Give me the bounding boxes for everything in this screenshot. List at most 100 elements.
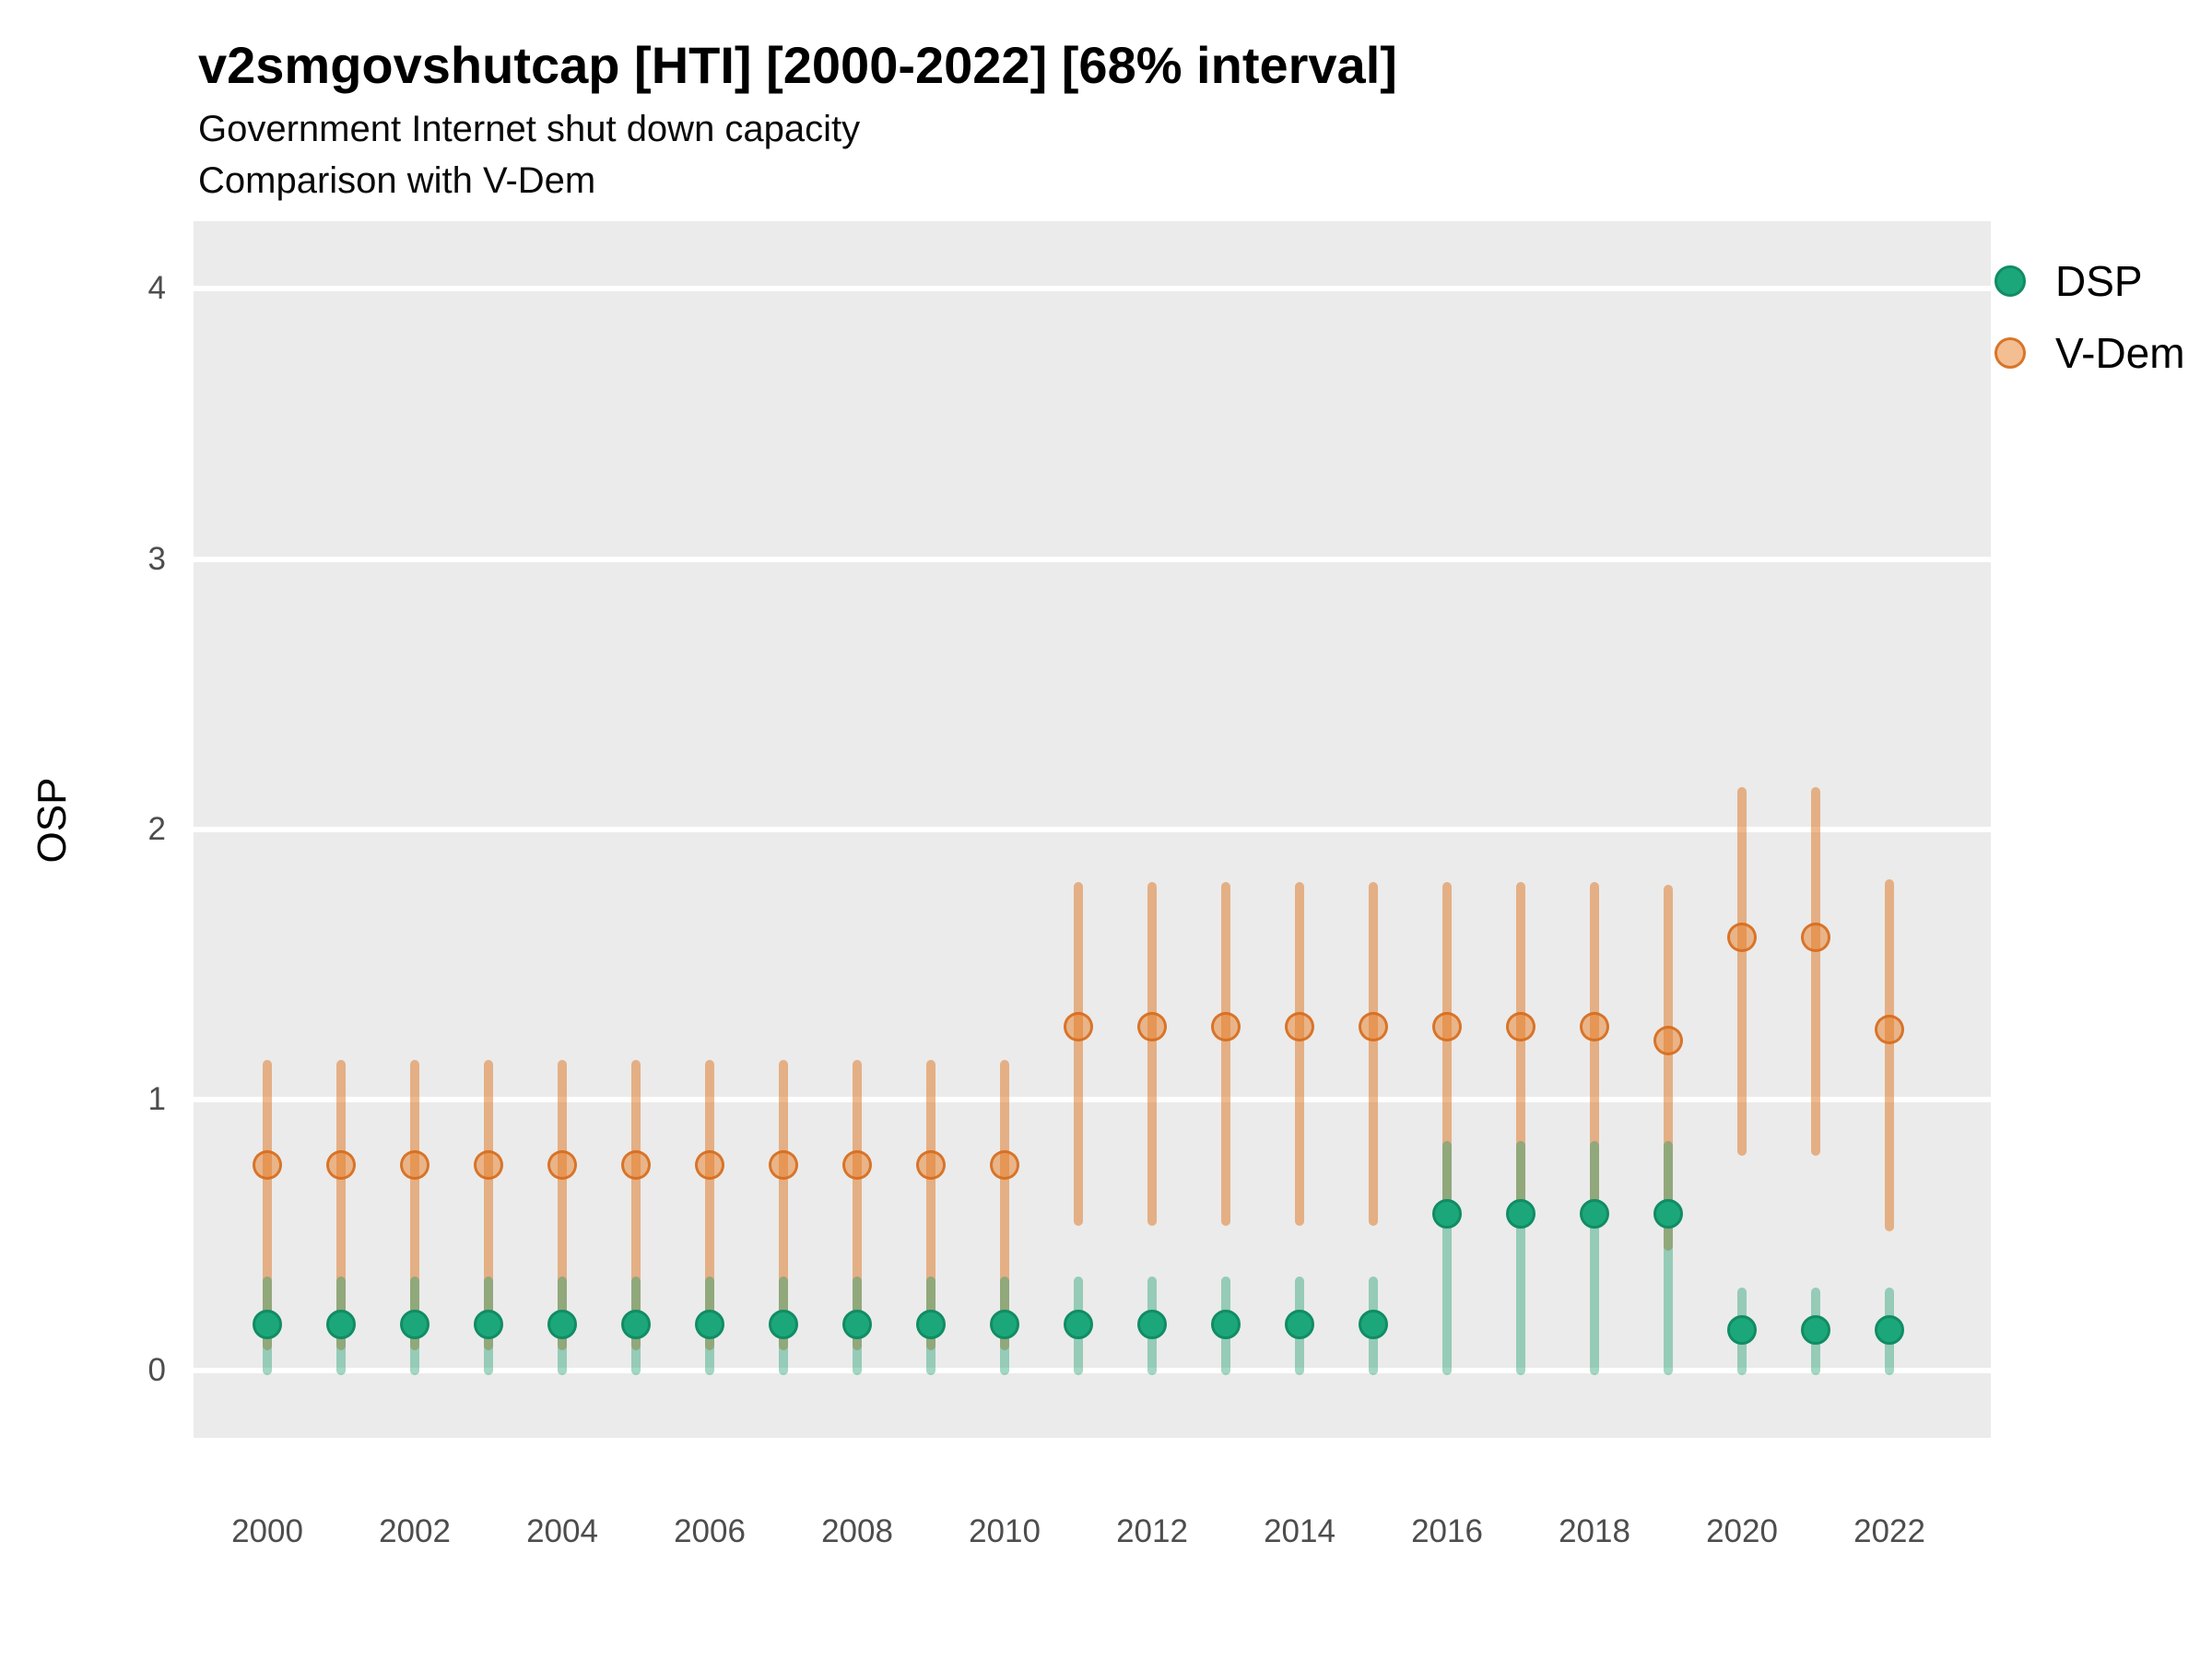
y-tick-label-4: 4 <box>147 270 166 307</box>
gridline-y-0 <box>194 1367 1991 1373</box>
dsp-point-2014 <box>1285 1309 1314 1339</box>
legend-label-v-dem: V-Dem <box>2055 329 2185 377</box>
dsp-point-2003 <box>474 1309 503 1339</box>
v-dem-interval-2013 <box>1221 881 1230 1227</box>
dsp-point-2001 <box>326 1309 356 1339</box>
v-dem-point-2022 <box>1875 1015 1904 1045</box>
gridline-y-2 <box>194 827 1991 832</box>
dsp-point-2008 <box>842 1309 872 1339</box>
x-tick-label-2006: 2006 <box>674 1513 746 1549</box>
dsp-point-2022 <box>1875 1314 1904 1345</box>
v-dem-interval-2005 <box>631 1060 641 1351</box>
plot-panel <box>194 221 1991 1438</box>
legend-row-v-dem: V-Dem <box>1994 328 2185 378</box>
v-dem-point-2014 <box>1285 1012 1314 1042</box>
x-tick-label-2018: 2018 <box>1559 1513 1630 1549</box>
y-tick-label-0: 0 <box>147 1351 166 1388</box>
chart-subtitle-line2: Comparison with V-Dem <box>198 160 596 201</box>
dsp-point-2013 <box>1211 1309 1241 1339</box>
y-tick-label-1: 1 <box>147 1081 166 1118</box>
dsp-interval-2017 <box>1516 1141 1525 1375</box>
x-tick-label-2008: 2008 <box>821 1513 893 1549</box>
v-dem-interval-2006 <box>705 1060 714 1351</box>
v-dem-point-2001 <box>326 1149 356 1180</box>
dsp-point-2010 <box>990 1309 1019 1339</box>
v-dem-interval-2010 <box>1000 1060 1009 1351</box>
orange-dot <box>1994 337 2026 369</box>
v-dem-interval-2016 <box>1442 881 1452 1227</box>
dsp-point-2011 <box>1064 1309 1093 1339</box>
v-dem-point-2016 <box>1432 1012 1462 1042</box>
dsp-point-2016 <box>1432 1198 1462 1229</box>
v-dem-point-2003 <box>474 1149 503 1180</box>
v-dem-point-2005 <box>621 1149 651 1180</box>
v-dem-point-2018 <box>1580 1012 1609 1042</box>
v-dem-interval-2003 <box>484 1060 493 1351</box>
v-dem-point-2013 <box>1211 1012 1241 1042</box>
v-dem-point-2012 <box>1137 1012 1167 1042</box>
dsp-point-2021 <box>1801 1314 1830 1345</box>
dsp-point-2005 <box>621 1309 651 1339</box>
dsp-point-2002 <box>400 1309 429 1339</box>
legend-label-dsp: DSP <box>2055 257 2143 305</box>
dsp-point-2012 <box>1137 1309 1167 1339</box>
v-dem-point-2004 <box>547 1149 577 1180</box>
y-tick-label-2: 2 <box>147 811 166 847</box>
chart-subtitle-line1: Government Internet shut down capacity <box>198 109 861 149</box>
y-tick-label-3: 3 <box>147 540 166 577</box>
v-dem-point-2015 <box>1359 1012 1388 1042</box>
v-dem-interval-2001 <box>336 1060 346 1351</box>
dsp-point-2004 <box>547 1309 577 1339</box>
v-dem-point-2008 <box>842 1149 872 1180</box>
gridline-y-1 <box>194 1097 1991 1103</box>
x-tick-label-2012: 2012 <box>1116 1513 1188 1549</box>
dsp-interval-2018 <box>1590 1141 1599 1375</box>
dsp-point-2019 <box>1653 1198 1683 1229</box>
v-dem-interval-2011 <box>1074 881 1083 1227</box>
v-dem-point-2021 <box>1801 923 1830 953</box>
v-dem-point-2007 <box>769 1149 798 1180</box>
gridline-y-3 <box>194 556 1991 562</box>
v-dem-point-2000 <box>253 1149 282 1180</box>
v-dem-point-2010 <box>990 1149 1019 1180</box>
dsp-point-2015 <box>1359 1309 1388 1339</box>
v-dem-point-2011 <box>1064 1012 1093 1042</box>
dsp-point-2018 <box>1580 1198 1609 1229</box>
x-tick-label-2004: 2004 <box>526 1513 598 1549</box>
dsp-point-2009 <box>916 1309 946 1339</box>
v-dem-point-2006 <box>695 1149 724 1180</box>
dsp-point-2017 <box>1506 1198 1535 1229</box>
x-tick-label-2022: 2022 <box>1853 1513 1925 1549</box>
v-dem-interval-2014 <box>1295 881 1304 1227</box>
v-dem-interval-2004 <box>558 1060 567 1351</box>
v-dem-point-2017 <box>1506 1012 1535 1042</box>
v-dem-point-2019 <box>1653 1025 1683 1055</box>
v-dem-interval-2020 <box>1737 786 1747 1157</box>
x-tick-label-2000: 2000 <box>231 1513 303 1549</box>
dsp-point-2006 <box>695 1309 724 1339</box>
v-dem-interval-2007 <box>779 1060 788 1351</box>
v-dem-interval-2019 <box>1664 884 1673 1251</box>
v-dem-point-2009 <box>916 1149 946 1180</box>
v-dem-interval-2021 <box>1811 786 1820 1157</box>
v-dem-interval-2015 <box>1369 881 1378 1227</box>
x-tick-label-2016: 2016 <box>1411 1513 1483 1549</box>
x-tick-label-2020: 2020 <box>1706 1513 1778 1549</box>
legend: DSP V-Dem <box>1994 256 2185 400</box>
chart-title: v2smgovshutcap [HTI] [2000-2022] [68% in… <box>198 36 1397 94</box>
x-tick-label-2010: 2010 <box>969 1513 1041 1549</box>
v-dem-interval-2017 <box>1516 881 1525 1227</box>
x-tick-label-2002: 2002 <box>379 1513 451 1549</box>
legend-row-dsp: DSP <box>1994 256 2185 306</box>
v-dem-point-2002 <box>400 1149 429 1180</box>
v-dem-interval-2002 <box>410 1060 419 1351</box>
v-dem-interval-2009 <box>926 1060 935 1351</box>
dsp-point-2020 <box>1727 1314 1757 1345</box>
gridline-y-4 <box>194 286 1991 292</box>
dsp-point-2000 <box>253 1309 282 1339</box>
v-dem-point-2020 <box>1727 923 1757 953</box>
v-dem-interval-2018 <box>1590 881 1599 1227</box>
x-tick-label-2014: 2014 <box>1264 1513 1335 1549</box>
v-dem-interval-2000 <box>263 1060 272 1351</box>
dsp-interval-2019 <box>1664 1141 1673 1375</box>
